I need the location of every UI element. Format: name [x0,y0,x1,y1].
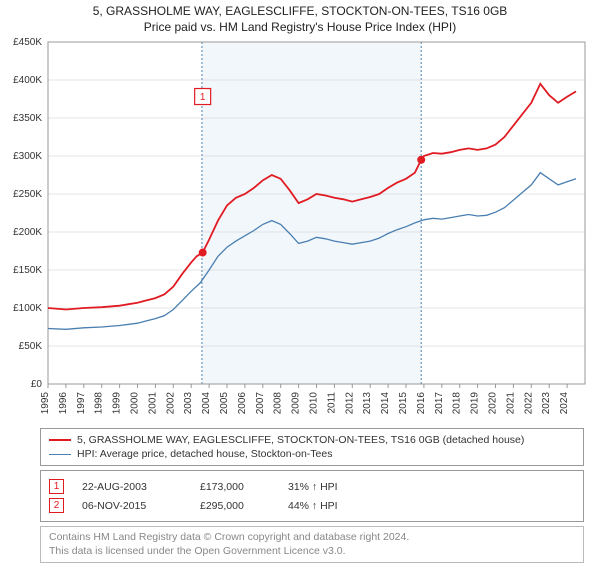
svg-text:£250K: £250K [13,189,42,200]
line-chart-svg: £0 £50K £100K £150K £200K £250K £300K £350K £400… [0,34,600,424]
svg-text:2022: 2022 [523,392,534,415]
svg-text:£0: £0 [31,379,43,390]
svg-text:2001: 2001 [147,392,158,415]
svg-text:2009: 2009 [291,392,302,415]
svg-text:2021: 2021 [505,392,516,415]
legend-row: 5, GRASSHOLME WAY, EAGLESCLIFFE, STOCKTO… [49,433,575,447]
title-line-1: 5, GRASSHOLME WAY, EAGLESCLIFFE, STOCKTO… [0,4,600,18]
event-row: 2 06-NOV-2015 £295,000 44% ↑ HPI [49,496,575,515]
svg-text:2023: 2023 [541,392,552,415]
event-marker: 1 [49,479,64,494]
svg-text:1996: 1996 [58,392,69,415]
svg-text:2016: 2016 [416,392,427,415]
footer-attribution: Contains HM Land Registry data © Crown c… [40,526,584,563]
svg-text:1997: 1997 [76,392,87,415]
legend-label: HPI: Average price, detached house, Stoc… [77,448,332,460]
svg-text:2003: 2003 [183,392,194,415]
svg-text:2011: 2011 [326,392,337,414]
svg-text:2010: 2010 [309,392,320,415]
event-diff: 44% ↑ HPI [288,500,338,512]
footer-line-1: Contains HM Land Registry data © Crown c… [49,531,575,545]
svg-text:£450K: £450K [13,37,42,48]
legend-row: HPI: Average price, detached house, Stoc… [49,447,575,461]
event-price: £173,000 [200,481,270,493]
title-line-2: Price paid vs. HM Land Registry's House … [0,20,600,34]
svg-text:£50K: £50K [19,341,43,352]
event-row: 1 22-AUG-2003 £173,000 31% ↑ HPI [49,477,575,496]
svg-text:2019: 2019 [470,392,481,415]
svg-text:2024: 2024 [559,392,570,415]
svg-text:£300K: £300K [13,151,42,162]
svg-text:£400K: £400K [13,75,42,86]
svg-text:2012: 2012 [344,392,355,415]
svg-text:2018: 2018 [452,392,463,415]
legend-label: 5, GRASSHOLME WAY, EAGLESCLIFFE, STOCKTO… [77,434,524,446]
event-date: 22-AUG-2003 [82,481,182,493]
svg-text:£200K: £200K [13,227,42,238]
svg-text:2020: 2020 [488,392,499,415]
svg-text:2015: 2015 [398,392,409,415]
svg-text:2007: 2007 [255,392,266,415]
legend-swatch [49,454,71,455]
svg-text:1995: 1995 [40,392,51,415]
svg-text:2005: 2005 [219,392,230,415]
event-diff: 31% ↑ HPI [288,481,338,493]
events-table: 1 22-AUG-2003 £173,000 31% ↑ HPI 2 06-NOV-201… [40,470,584,522]
event-date: 06-NOV-2015 [82,500,182,512]
chart-area: £0 £50K £100K £150K £200K £250K £300K £350K £400… [0,34,600,424]
svg-text:2002: 2002 [165,392,176,415]
svg-text:2013: 2013 [362,392,373,415]
footer-line-2: This data is licensed under the Open Gov… [49,545,575,559]
svg-text:2014: 2014 [380,392,391,415]
svg-text:2006: 2006 [237,392,248,415]
svg-text:1998: 1998 [94,392,105,415]
svg-text:£350K: £350K [13,113,42,124]
event-price: £295,000 [200,500,270,512]
svg-text:£150K: £150K [13,265,42,276]
chart-titles: 5, GRASSHOLME WAY, EAGLESCLIFFE, STOCKTO… [0,0,600,34]
svg-text:£100K: £100K [13,303,42,314]
svg-text:2004: 2004 [201,392,212,415]
legend: 5, GRASSHOLME WAY, EAGLESCLIFFE, STOCKTO… [40,428,584,466]
svg-text:2017: 2017 [434,392,445,415]
legend-swatch [49,439,71,441]
svg-text:2000: 2000 [130,392,141,415]
svg-text:1: 1 [200,92,206,103]
event-marker: 2 [49,498,64,513]
svg-text:1999: 1999 [112,392,123,415]
svg-text:2008: 2008 [273,392,284,415]
